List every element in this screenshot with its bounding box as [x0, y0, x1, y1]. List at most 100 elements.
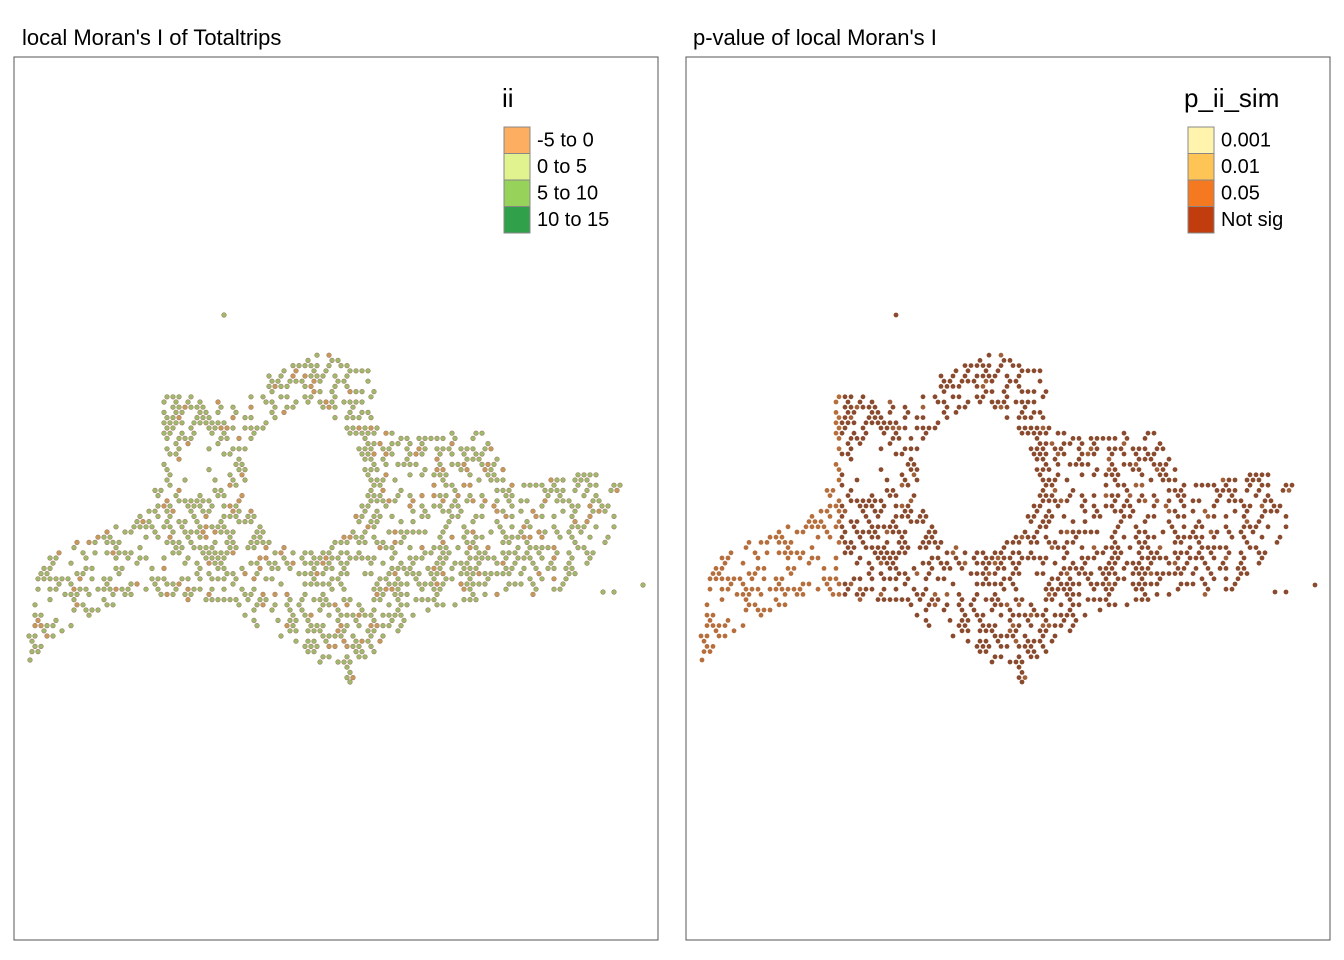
hex-dot — [476, 560, 482, 566]
hex-dot — [380, 487, 386, 494]
hex-dot — [833, 399, 839, 405]
hex-dot — [902, 425, 908, 431]
hex-dot — [221, 555, 227, 561]
hex-dot — [59, 576, 65, 582]
hex-dot — [962, 612, 968, 618]
hex-dot — [707, 649, 713, 654]
hex-dot — [1130, 581, 1136, 587]
hex-dot — [332, 373, 338, 379]
legend-swatch — [1187, 153, 1215, 181]
hex-dot — [1034, 529, 1040, 535]
hex-dot — [374, 425, 380, 431]
hex-dot — [1097, 597, 1103, 602]
hex-dot — [533, 513, 539, 520]
hex-dot — [152, 581, 158, 587]
hex-dot — [1172, 467, 1178, 472]
hex-dot — [170, 394, 176, 400]
hex-dot — [866, 529, 872, 535]
hex-dot — [488, 446, 494, 452]
hex-dot — [239, 461, 245, 468]
hex-dot — [569, 513, 575, 520]
hex-dot — [122, 529, 128, 535]
hex-dot — [761, 576, 767, 582]
hex-dot — [437, 586, 443, 592]
hex-dot — [284, 560, 290, 566]
hex-dot — [470, 539, 476, 546]
hex-dot — [194, 570, 200, 577]
hex-dot — [842, 540, 848, 545]
hex-dot — [848, 550, 854, 556]
hex-dot — [368, 633, 374, 639]
hex-dot — [1034, 425, 1040, 431]
hex-dot — [992, 373, 998, 379]
hex-dot — [1175, 534, 1181, 540]
hex-dot — [1091, 545, 1097, 550]
hex-dot — [251, 586, 257, 592]
hex-dot — [551, 565, 557, 572]
hex-dot — [600, 589, 606, 595]
hex-dot — [365, 368, 371, 374]
hex-dot — [542, 529, 548, 535]
hex-dot — [179, 544, 185, 551]
hex-dot — [776, 540, 782, 545]
hex-dot — [320, 560, 326, 566]
hex-dot — [1031, 399, 1037, 405]
hex-dot — [470, 498, 476, 504]
hex-dot — [1025, 430, 1031, 436]
hex-dot — [1103, 545, 1109, 550]
hex-dot — [1112, 529, 1118, 535]
hex-dot — [1010, 633, 1016, 639]
hex-dot — [212, 560, 218, 566]
hex-dot — [416, 529, 422, 535]
hex-dot — [854, 498, 860, 504]
hex-dot — [221, 596, 227, 603]
hex-dot — [917, 597, 923, 602]
hex-dot — [470, 456, 476, 462]
hex-dot — [434, 467, 440, 473]
hex-dot — [230, 529, 236, 535]
hex-dot — [449, 576, 455, 582]
hex-dot — [470, 529, 476, 535]
hex-dot — [446, 550, 452, 556]
hex-dot — [395, 493, 401, 499]
hex-dot — [203, 524, 209, 530]
hex-dot — [236, 435, 242, 442]
hex-dot — [866, 415, 872, 420]
hex-dot — [1070, 612, 1076, 618]
hex-dot — [1073, 534, 1079, 540]
hex-dot — [539, 534, 545, 540]
hex-dot — [350, 404, 356, 410]
hex-dot — [1136, 456, 1142, 462]
hex-dot — [1055, 576, 1061, 582]
hex-dot — [1034, 508, 1040, 514]
hex-dot — [1106, 467, 1112, 472]
hex-dot — [911, 586, 917, 592]
hex-dot — [1007, 555, 1013, 561]
hex-dot — [428, 435, 434, 442]
hex-dot — [395, 441, 401, 447]
hex-dot — [608, 487, 614, 494]
hex-dot — [44, 570, 50, 577]
hex-dot — [1229, 534, 1235, 540]
hex-dot — [1016, 612, 1022, 618]
hex-dot — [737, 576, 743, 582]
hex-dot — [893, 514, 899, 519]
hex-dot — [1112, 540, 1118, 545]
hex-dot — [1250, 529, 1256, 535]
hex-dot — [1100, 436, 1106, 441]
hex-dot — [197, 534, 203, 540]
hex-dot — [992, 571, 998, 576]
hex-dot — [389, 513, 395, 520]
hex-dot — [878, 571, 884, 576]
hex-dot — [173, 544, 179, 551]
hex-dot — [1043, 430, 1049, 436]
hex-dot — [1247, 524, 1253, 530]
hex-dot — [947, 566, 953, 571]
hex-dot — [824, 581, 830, 587]
hex-dot — [902, 571, 908, 576]
hex-dot — [1175, 555, 1181, 561]
hex-dot — [320, 622, 326, 629]
hex-dot — [698, 633, 704, 639]
hex-dot — [1001, 389, 1007, 394]
hex-dot — [1013, 597, 1019, 602]
